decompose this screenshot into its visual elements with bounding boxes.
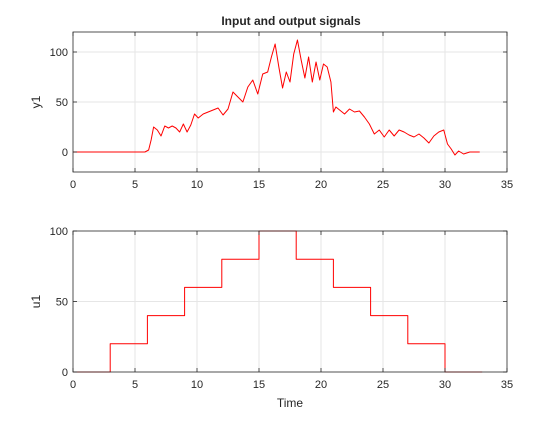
y1-ylabel: y1 — [29, 95, 43, 108]
u1-xlabel: Time — [277, 396, 304, 410]
y1-xtick-label-1: 5 — [132, 179, 138, 191]
u1-xtick-label-1: 5 — [132, 379, 138, 391]
u1-xtick-label-4: 20 — [315, 379, 327, 391]
u1-ytick-label-2: 100 — [50, 226, 68, 238]
u1-ytick-label-1: 50 — [56, 297, 68, 309]
y1-xtick-label-2: 10 — [191, 179, 203, 191]
u1-xtick-label-7: 35 — [501, 379, 513, 391]
y1-xtick-label-0: 0 — [70, 179, 76, 191]
y1-xtick-label-3: 15 — [253, 179, 265, 191]
u1-xtick-label-6: 30 — [439, 379, 451, 391]
y1-xtick-label-4: 20 — [315, 179, 327, 191]
axes-u1: 0 5 10 15 20 25 30 35 0 50 100 u1 Time — [29, 226, 513, 410]
y1-xtick-label-7: 35 — [501, 179, 513, 191]
u1-ylabel: u1 — [29, 295, 43, 309]
y1-series-line-0 — [73, 39, 480, 156]
u1-xtick-label-0: 0 — [70, 379, 76, 391]
y1-xtick-label-6: 30 — [439, 179, 451, 191]
chart-title: Input and output signals — [221, 14, 361, 28]
y1-ytick-label-2: 100 — [50, 47, 68, 59]
u1-xtick-label-5: 25 — [377, 379, 389, 391]
y1-ytick-label-0: 0 — [62, 147, 68, 159]
u1-xtick-label-3: 15 — [253, 379, 265, 391]
axes-y1: 0 5 10 15 20 25 30 35 0 50 100 y1 — [29, 31, 513, 191]
u1-ytick-label-0: 0 — [62, 367, 68, 379]
y1-ytick-label-1: 50 — [56, 97, 68, 109]
u1-xtick-label-2: 10 — [191, 379, 203, 391]
y1-xtick-label-5: 25 — [377, 179, 389, 191]
